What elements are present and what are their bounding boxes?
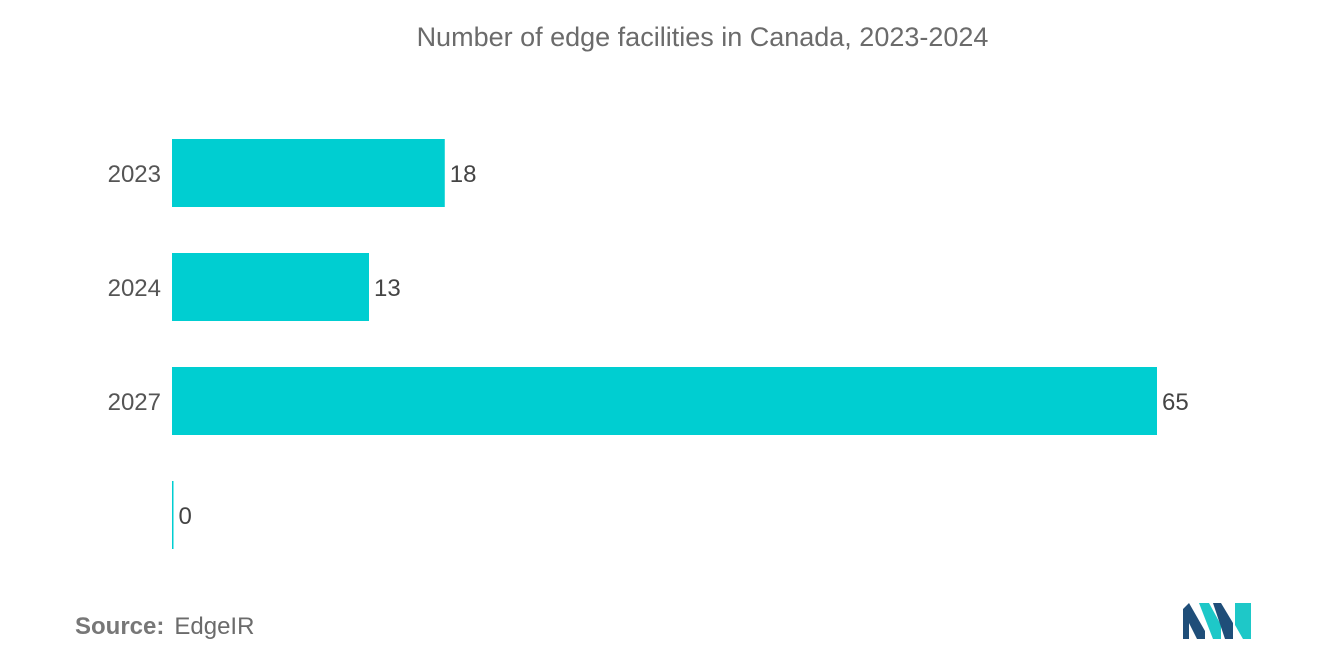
bar	[172, 481, 174, 549]
source-text: EdgeIR	[174, 613, 255, 640]
bar	[172, 253, 369, 321]
y-axis-ticks: 2023 2024 2027	[108, 161, 161, 416]
data-label: 18	[450, 161, 477, 188]
bar-chart: 2023 2024 2027 18 13 65 0	[108, 139, 1189, 549]
data-label: 65	[1162, 389, 1189, 416]
y-tick-label: 2023	[108, 161, 161, 188]
bar	[172, 139, 445, 207]
y-tick-label: 2027	[108, 389, 161, 416]
source-note: Source: EdgeIR	[75, 613, 254, 641]
data-label: 13	[374, 275, 401, 302]
mordor-intelligence-logo-icon	[1183, 603, 1251, 639]
bars-group	[172, 139, 1157, 549]
data-label: 0	[179, 503, 192, 530]
y-tick-label: 2024	[108, 275, 161, 302]
source-label: Source:	[75, 613, 165, 640]
bar	[172, 367, 1157, 435]
data-labels: 18 13 65 0	[179, 161, 1189, 530]
chart-title: Number of edge facilities in Canada, 202…	[416, 22, 989, 52]
